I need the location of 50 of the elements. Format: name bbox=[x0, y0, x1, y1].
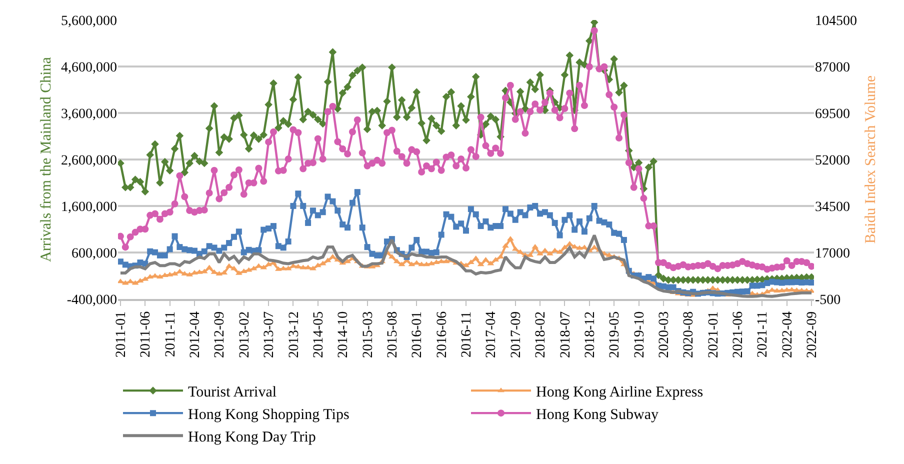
legend-label: Hong Kong Airline Express bbox=[536, 384, 704, 400]
x-tick-label: 2015-08 bbox=[386, 311, 401, 358]
legend-label: Hong Kong Shopping Tips bbox=[188, 406, 350, 423]
x-tick-label: 2012-09 bbox=[212, 311, 228, 358]
x-tick-label: 2021-06 bbox=[731, 311, 746, 358]
x-tick-label: 2011-06 bbox=[138, 311, 154, 358]
x-tick-label: 2022-04 bbox=[780, 311, 796, 358]
legend-label: Hong Kong Day Trip bbox=[188, 429, 316, 446]
y2-axis-title: Baidu Index Search Volume bbox=[863, 75, 879, 244]
y2-tick-label: 104500 bbox=[815, 14, 857, 29]
x-tick-label: 2013-12 bbox=[286, 311, 302, 358]
x-tick-label: 2014-05 bbox=[311, 311, 326, 358]
y-axis-title: Arrivals from the Mainland China bbox=[38, 56, 54, 262]
x-tick-label: 2021-11 bbox=[756, 311, 771, 358]
y-tick-label: 1,600,000 bbox=[61, 200, 117, 215]
x-tick-label: 2020-08 bbox=[682, 311, 697, 358]
x-tick-label: 2011-11 bbox=[163, 311, 178, 357]
x-tick-label: 2016-01 bbox=[410, 311, 426, 358]
x-tick-label: 2018-07 bbox=[558, 311, 574, 358]
y-tick-label: 4,600,000 bbox=[61, 60, 117, 76]
x-tick-label: 2011-01 bbox=[114, 311, 130, 358]
y2-tick-label: 17000 bbox=[815, 246, 850, 262]
y2-tick-label: 87000 bbox=[815, 60, 850, 76]
x-tick-label: 2022-09 bbox=[805, 311, 820, 358]
x-tick-label: 2013-07 bbox=[262, 311, 278, 358]
x-tick-label: 2021-01 bbox=[706, 311, 722, 358]
x-tick-label: 2020-03 bbox=[657, 311, 672, 358]
x-tick-label: 2017-04 bbox=[484, 311, 500, 358]
x-tick-label: 2019-05 bbox=[608, 311, 623, 358]
x-tick-label: 2019-10 bbox=[632, 311, 648, 358]
y2-tick-label: 52000 bbox=[815, 153, 850, 168]
x-tick-label: 2018-12 bbox=[582, 311, 598, 358]
x-tick-label: 2012-04 bbox=[188, 311, 204, 358]
x-tick-label: 2017-09 bbox=[508, 311, 524, 358]
y2-tick-label: 34500 bbox=[815, 200, 850, 215]
y-tick-label: 600,000 bbox=[72, 246, 117, 262]
y-tick-label: -400,000 bbox=[66, 292, 117, 308]
y-tick-label: 5,600,000 bbox=[61, 14, 117, 29]
x-tick-label: 2015-03 bbox=[360, 311, 376, 358]
x-tick-label: 2014-10 bbox=[336, 311, 352, 358]
y-tick-label: 2,600,000 bbox=[61, 153, 117, 168]
legend-label: Hong Kong Subway bbox=[536, 406, 659, 423]
y-tick-label: 3,600,000 bbox=[61, 106, 117, 122]
x-tick-label: 2016-11 bbox=[460, 311, 475, 358]
x-tick-label: 2013-02 bbox=[237, 311, 252, 358]
x-tick-label: 2018-02 bbox=[534, 311, 549, 358]
y2-tick-label: 69500 bbox=[815, 106, 850, 122]
x-tick-label: 2016-06 bbox=[434, 311, 450, 358]
y2-tick-label: -500 bbox=[815, 292, 841, 308]
legend-label: Tourist Arrival bbox=[188, 384, 277, 400]
